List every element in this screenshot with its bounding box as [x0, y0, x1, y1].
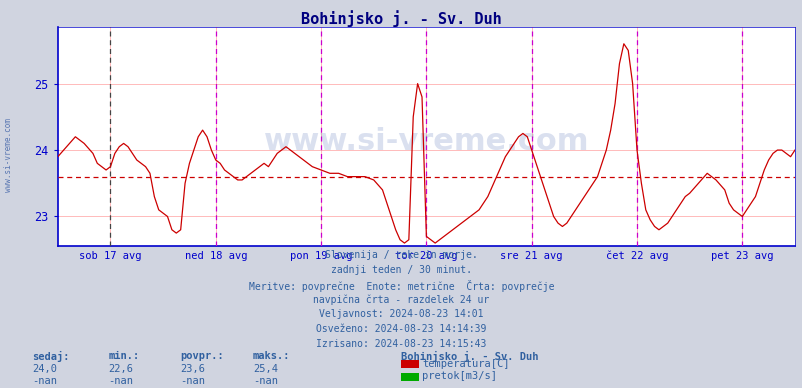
Text: Izrisano: 2024-08-23 14:15:43: Izrisano: 2024-08-23 14:15:43: [316, 339, 486, 349]
Text: Veljavnost: 2024-08-23 14:01: Veljavnost: 2024-08-23 14:01: [319, 309, 483, 319]
Text: navpična črta - razdelek 24 ur: navpična črta - razdelek 24 ur: [313, 294, 489, 305]
Text: Bohinjsko j. - Sv. Duh: Bohinjsko j. - Sv. Duh: [301, 10, 501, 26]
Text: maks.:: maks.:: [253, 351, 290, 361]
Text: 25,4: 25,4: [253, 364, 277, 374]
Text: Slovenija / reke in morje.: Slovenija / reke in morje.: [325, 250, 477, 260]
Text: www.si-vreme.com: www.si-vreme.com: [263, 126, 589, 156]
Text: zadnji teden / 30 minut.: zadnji teden / 30 minut.: [330, 265, 472, 275]
Text: sedaj:: sedaj:: [32, 351, 70, 362]
Text: www.si-vreme.com: www.si-vreme.com: [3, 118, 13, 192]
Text: 24,0: 24,0: [32, 364, 57, 374]
Text: Osveženo: 2024-08-23 14:14:39: Osveženo: 2024-08-23 14:14:39: [316, 324, 486, 334]
Text: 22,6: 22,6: [108, 364, 133, 374]
Text: -nan: -nan: [32, 376, 57, 386]
Text: Meritve: povprečne  Enote: metrične  Črta: povprečje: Meritve: povprečne Enote: metrične Črta:…: [249, 280, 553, 292]
Text: pretok[m3/s]: pretok[m3/s]: [422, 371, 496, 381]
Text: temperatura[C]: temperatura[C]: [422, 359, 509, 369]
Text: min.:: min.:: [108, 351, 140, 361]
Text: -nan: -nan: [108, 376, 133, 386]
Text: -nan: -nan: [253, 376, 277, 386]
Text: povpr.:: povpr.:: [180, 351, 224, 361]
Text: 23,6: 23,6: [180, 364, 205, 374]
Text: -nan: -nan: [180, 376, 205, 386]
Text: Bohinjsko j. - Sv. Duh: Bohinjsko j. - Sv. Duh: [401, 351, 538, 362]
